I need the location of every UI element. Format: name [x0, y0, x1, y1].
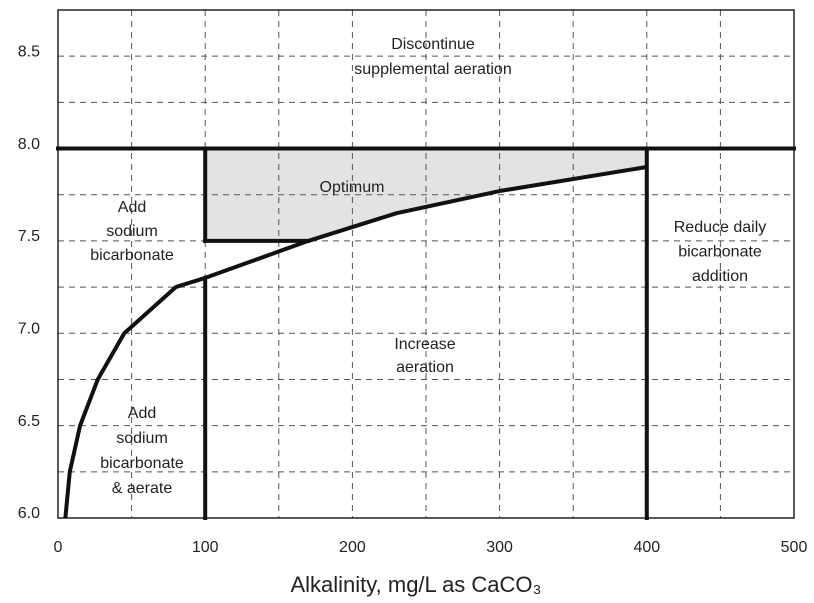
region-label: Discontinue: [391, 36, 475, 53]
region-label: & aerate: [112, 480, 173, 497]
region-label: aeration: [396, 359, 454, 376]
y-tick-label: 8.0: [18, 136, 40, 153]
y-tick-label: 7.0: [18, 320, 40, 337]
x-tick-label: 100: [192, 539, 219, 556]
region-label: bicarbonate: [90, 247, 174, 264]
region-label: Increase: [394, 336, 455, 353]
region-label: sodium: [106, 223, 158, 240]
y-tick-label: 6.5: [18, 413, 40, 430]
y-tick-label: 6.0: [18, 505, 40, 522]
region-label: Reduce daily: [674, 219, 767, 236]
region-label: sodium: [116, 430, 168, 447]
ph-curve: [63, 165, 648, 519]
x-axis-label: Alkalinity, mg/L as CaCO₃: [290, 572, 541, 597]
x-tick-label: 300: [486, 539, 513, 556]
region-label: Add: [128, 405, 156, 422]
x-tick-label: 500: [781, 539, 808, 556]
plot-frame: [57, 9, 795, 519]
region-label: Optimum: [320, 179, 385, 196]
y-tick-label: 7.5: [18, 228, 40, 245]
region-label: supplemental aeration: [354, 61, 511, 78]
x-tick-label: 0: [54, 539, 63, 556]
region-label: addition: [692, 268, 748, 285]
y-tick-label: 8.5: [18, 43, 40, 60]
region-label: bicarbonate: [678, 244, 762, 261]
region-label: bicarbonate: [100, 455, 184, 472]
x-tick-label: 400: [633, 539, 660, 556]
region-label: Add: [118, 199, 146, 216]
x-tick-label: 200: [339, 539, 366, 556]
